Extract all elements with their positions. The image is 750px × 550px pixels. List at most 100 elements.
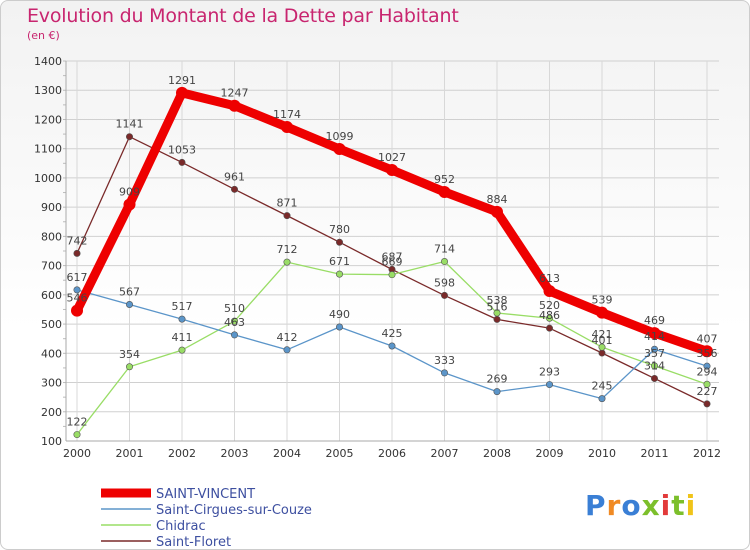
data-point	[598, 349, 606, 357]
logo-letter: i	[685, 489, 697, 522]
data-label: 742	[67, 234, 88, 247]
legend-label: Saint-Cirgues-sur-Couze	[156, 503, 312, 518]
data-label: 414	[644, 330, 665, 343]
data-point	[543, 285, 556, 298]
data-label: 1141	[116, 118, 144, 131]
proxiti-logo: Proxiti	[585, 489, 696, 522]
data-label: 539	[592, 294, 613, 307]
data-point	[73, 286, 81, 294]
data-label: 671	[329, 255, 350, 268]
data-label: 617	[67, 271, 88, 284]
data-point	[73, 431, 81, 439]
data-label: 961	[224, 170, 245, 183]
data-label: 425	[382, 327, 403, 340]
legend-label: Saint-Floret	[156, 535, 231, 550]
y-tick-label: 300	[41, 377, 62, 390]
data-label: 421	[592, 328, 613, 341]
data-point	[71, 304, 83, 317]
data-label: 227	[697, 385, 718, 398]
y-tick-label: 600	[41, 289, 62, 302]
data-label: 1247	[221, 87, 249, 100]
x-tick-label: 2002	[168, 447, 196, 460]
data-label: 486	[539, 309, 560, 322]
data-point	[650, 374, 658, 382]
data-point	[493, 315, 501, 323]
logo-letter: t	[671, 489, 686, 522]
y-tick-label: 1300	[34, 84, 62, 97]
data-label: 407	[697, 332, 718, 345]
x-tick-label: 2001	[116, 447, 144, 460]
data-label: 245	[592, 380, 613, 393]
data-label: 412	[277, 331, 298, 344]
data-label: 567	[119, 285, 140, 298]
y-tick-label: 500	[41, 318, 62, 331]
data-point	[126, 300, 134, 308]
data-label: 712	[277, 243, 298, 256]
y-tick-label: 1400	[34, 55, 62, 68]
data-point	[176, 86, 188, 99]
y-tick-label: 100	[41, 435, 62, 448]
data-label: 490	[329, 308, 350, 321]
data-label: 598	[434, 276, 455, 289]
data-label: 1174	[273, 108, 301, 121]
data-point	[283, 346, 291, 354]
data-point	[545, 381, 553, 389]
y-tick-label: 1200	[34, 113, 62, 126]
x-tick-label: 2007	[431, 447, 459, 460]
data-label: 354	[119, 348, 140, 361]
data-point	[126, 133, 134, 141]
data-point	[283, 212, 291, 220]
data-point	[335, 238, 343, 246]
data-label: 1099	[326, 130, 354, 143]
data-label: 269	[487, 373, 508, 386]
y-tick-label: 200	[41, 406, 62, 419]
data-point	[493, 388, 501, 396]
x-tick-label: 2010	[588, 447, 616, 460]
data-label: 520	[539, 299, 560, 312]
x-tick-label: 2005	[326, 447, 354, 460]
data-point	[491, 205, 503, 218]
data-label: 538	[487, 294, 508, 307]
data-point	[701, 345, 713, 358]
data-label: 952	[434, 173, 455, 186]
data-point	[388, 342, 396, 350]
data-point	[73, 249, 81, 257]
data-point	[231, 185, 239, 193]
data-point	[126, 363, 134, 371]
logo-letter: r	[606, 489, 622, 522]
data-point	[598, 395, 606, 403]
data-label: 613	[539, 272, 560, 285]
data-label: 469	[644, 314, 665, 327]
data-point	[650, 345, 658, 353]
data-point	[178, 315, 186, 323]
data-label: 411	[172, 331, 193, 344]
data-point	[545, 314, 553, 322]
x-tick-label: 2004	[273, 447, 301, 460]
data-label: 122	[67, 416, 88, 429]
logo-letter: P	[585, 489, 607, 522]
y-tick-label: 1100	[34, 143, 62, 156]
logo-letter: i	[660, 489, 672, 522]
y-tick-label: 800	[41, 230, 62, 243]
data-label: 517	[172, 300, 193, 313]
data-label: 687	[382, 250, 403, 263]
x-tick-label: 2008	[483, 447, 511, 460]
data-point	[440, 369, 448, 377]
data-label: 1027	[378, 151, 406, 164]
data-point	[231, 317, 239, 325]
data-point	[440, 291, 448, 299]
legend-label: SAINT-VINCENT	[156, 487, 255, 502]
x-tick-label: 2009	[536, 447, 564, 460]
x-tick-label: 2012	[693, 447, 721, 460]
data-label: 357	[644, 347, 665, 360]
data-point	[650, 362, 658, 370]
data-label: 333	[434, 354, 455, 367]
data-point	[545, 324, 553, 332]
data-point	[596, 306, 608, 319]
data-label: 669	[382, 256, 403, 269]
data-label: 884	[487, 193, 508, 206]
data-point	[123, 198, 136, 211]
data-label: 1291	[168, 74, 196, 87]
